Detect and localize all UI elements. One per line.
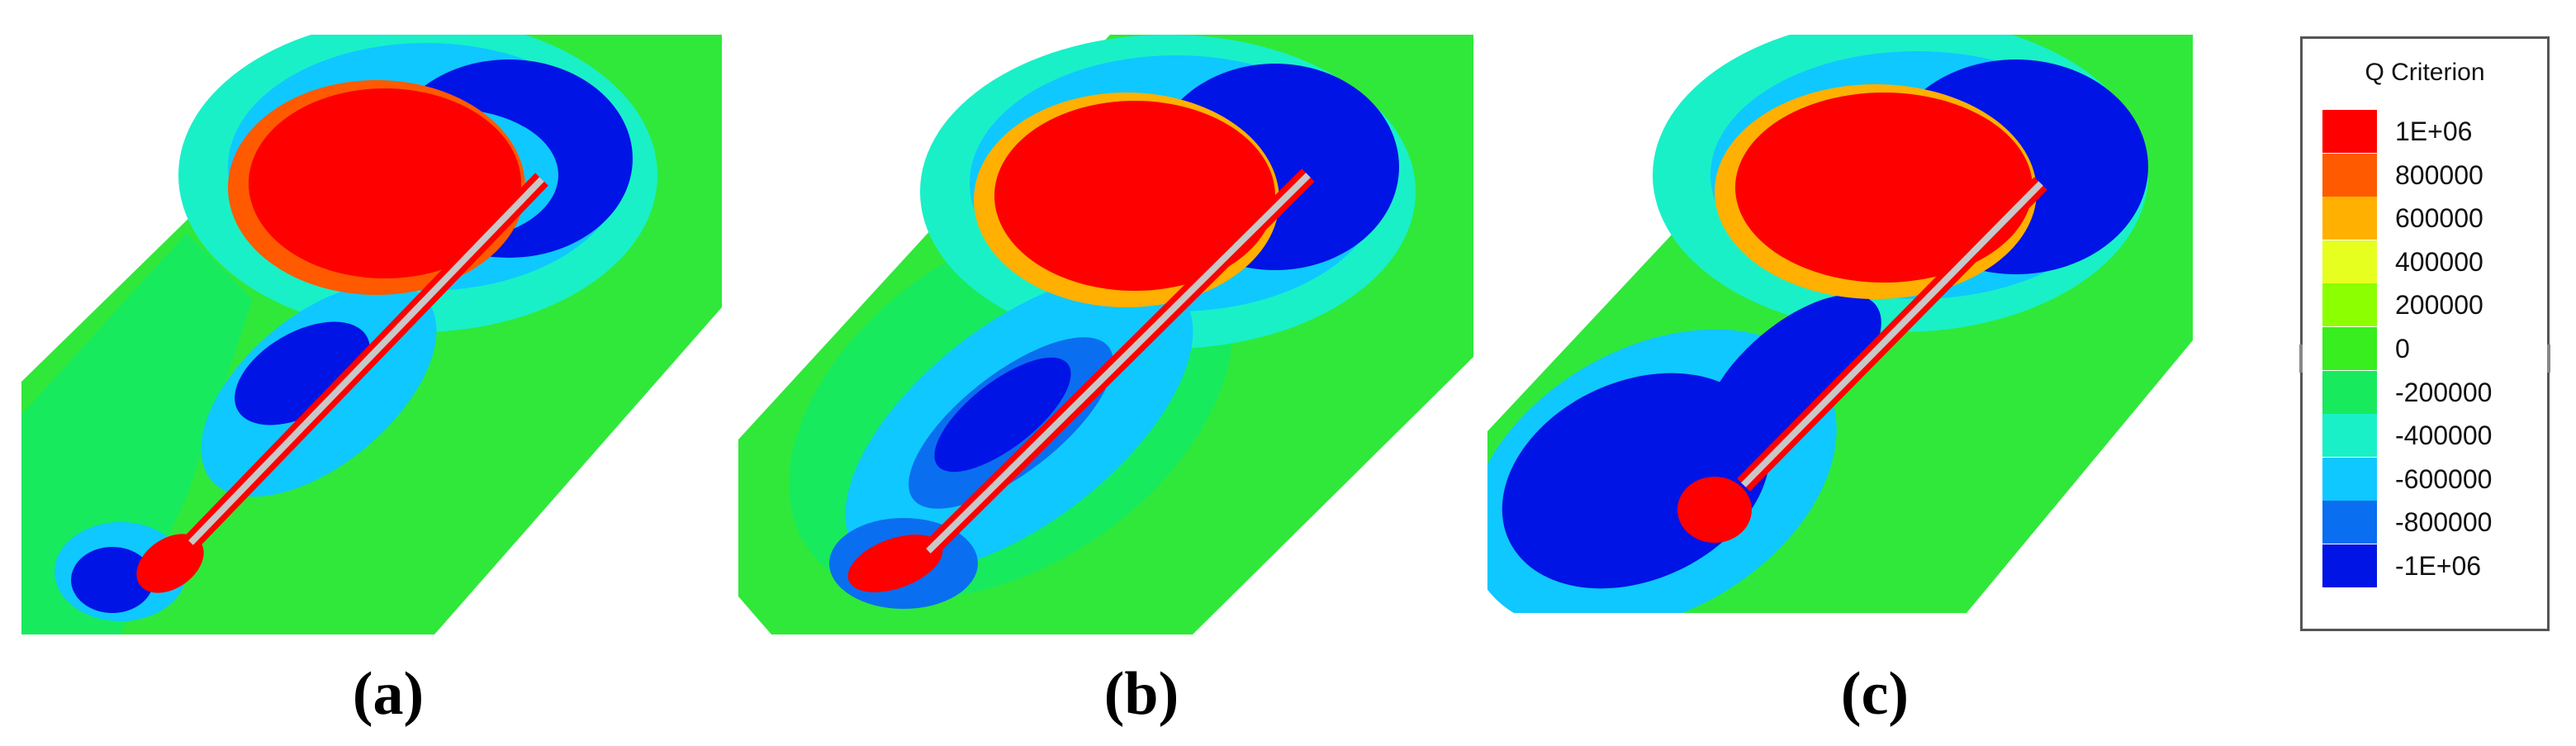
contour-panel-a [21, 35, 722, 634]
q-criterion-contour-c [1487, 35, 2193, 613]
upper-positive-vortex [1735, 93, 2033, 283]
color-legend: Q Criterion 1E+06 800000 600000 400000 20000… [2299, 36, 2550, 631]
legend-label: -200000 [2395, 377, 2493, 407]
tip-positive-vortex [847, 535, 943, 592]
upper-positive-vortex [994, 101, 1275, 291]
legend-title: Q Criterion [2365, 59, 2485, 86]
panel-caption-a: (a) [352, 660, 425, 728]
legend-swatch [2322, 414, 2377, 458]
legend-swatch [2322, 197, 2377, 240]
legend-swatch [2322, 501, 2377, 544]
legend-swatch [2322, 327, 2377, 370]
q-criterion-contour-a [21, 35, 722, 634]
contour-panel-c [1487, 35, 2193, 613]
legend-label: -400000 [2395, 421, 2493, 451]
legend-label: -600000 [2395, 463, 2493, 494]
legend-label: -1E+06 [2395, 551, 2482, 581]
legend-swatch [2322, 370, 2377, 414]
legend-label: -800000 [2395, 507, 2493, 538]
legend-swatch [2322, 110, 2377, 153]
q-criterion-contour-b [738, 35, 1473, 634]
panel-caption-b: (b) [1103, 660, 1179, 728]
legend-right-handle [2547, 344, 2550, 373]
legend-label: 0 [2395, 334, 2410, 363]
legend-label: 400000 [2395, 246, 2483, 277]
legend-swatch [2322, 153, 2377, 197]
legend-swatch [2322, 544, 2377, 587]
contour-panel-b [738, 35, 1473, 634]
legend-label: 800000 [2395, 159, 2483, 190]
panel-caption-c: (c) [1840, 660, 1909, 728]
upper-positive-vortex [249, 88, 521, 278]
tip-positive-vortex [1677, 477, 1752, 543]
legend-swatch [2322, 457, 2377, 501]
legend-label: 1E+06 [2395, 116, 2473, 146]
legend-label: 200000 [2395, 290, 2483, 321]
legend-swatch [2322, 240, 2377, 283]
legend-label: 600000 [2395, 203, 2483, 234]
tip-positive-vortex [136, 534, 204, 593]
legend-swatch [2322, 283, 2377, 327]
legend-left-handle [2299, 344, 2303, 373]
